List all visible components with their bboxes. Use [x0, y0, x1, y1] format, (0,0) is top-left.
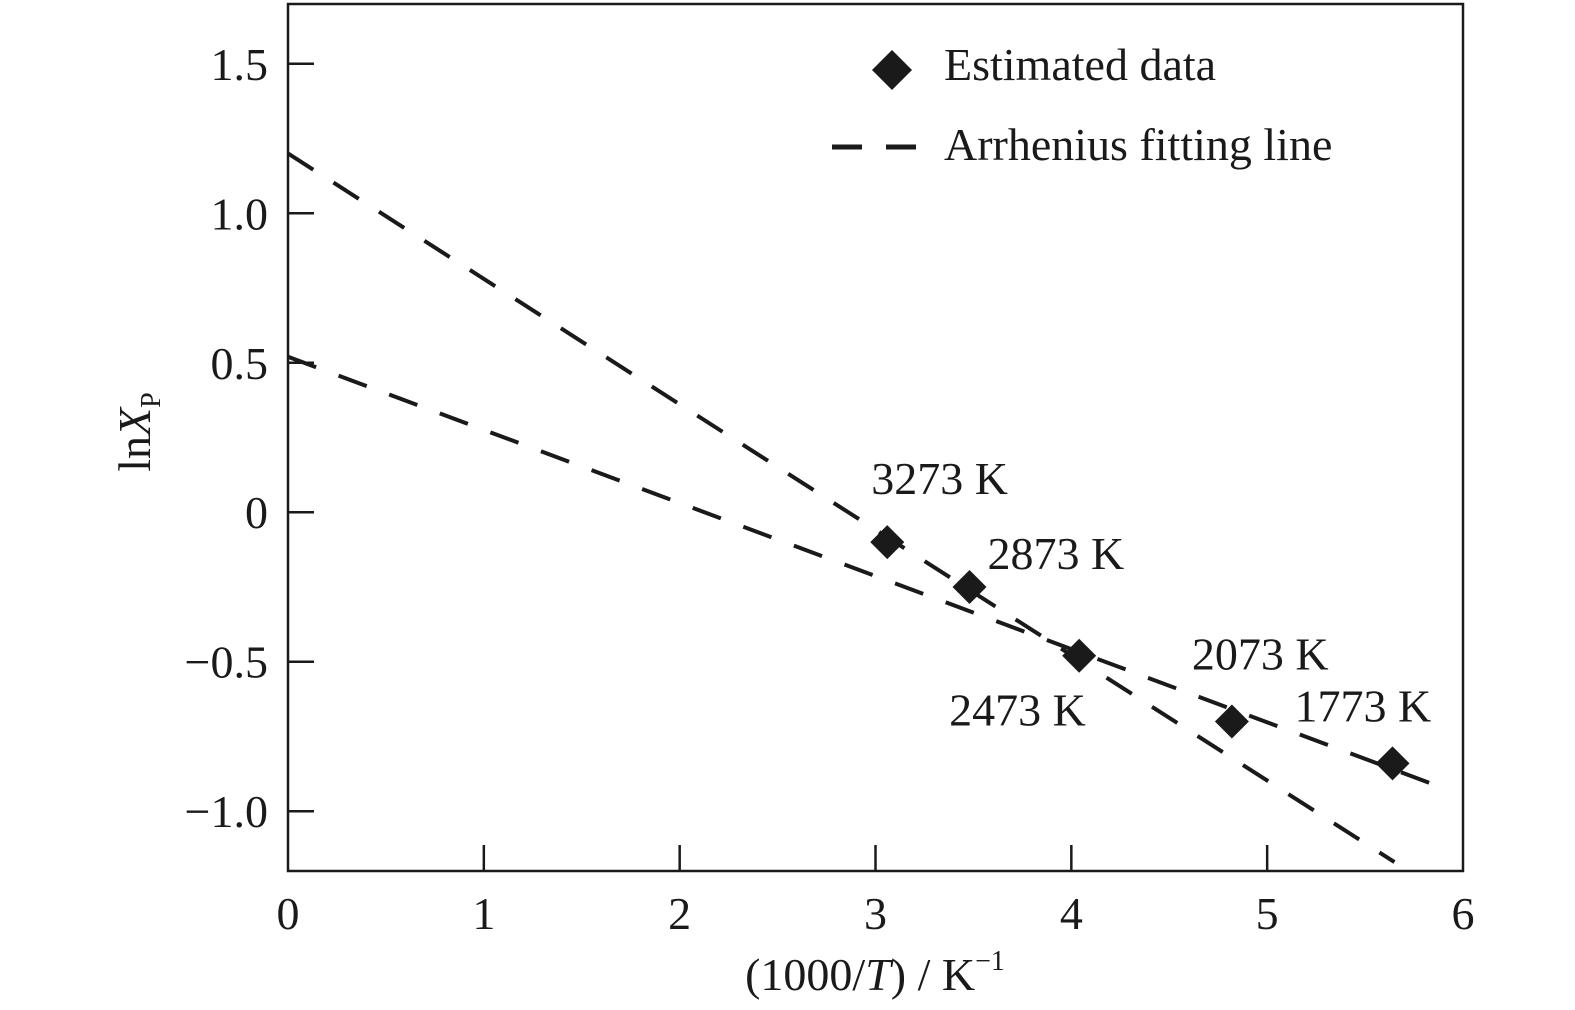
- y-tick-label: 0: [245, 487, 268, 538]
- data-point-diamond: [1214, 704, 1249, 739]
- x-tick-label: 2: [668, 888, 691, 939]
- y-tick-label: 0.5: [211, 338, 269, 389]
- data-point-diamond: [870, 525, 905, 560]
- x-tick-label: 5: [1256, 888, 1279, 939]
- y-tick-label: 1.5: [211, 39, 269, 90]
- arrhenius-fit-line: [287, 354, 1450, 793]
- legend: Estimated data Arrhenius fitting line: [832, 39, 1332, 170]
- data-point-label: 1773 K: [1295, 680, 1432, 731]
- data-point-label: 2873 K: [988, 528, 1125, 579]
- x-tick-label: 4: [1060, 888, 1083, 939]
- legend-label-estimated-data: Estimated data: [944, 39, 1216, 90]
- x-tick-label: 0: [277, 888, 300, 939]
- y-tick-label: −1.0: [185, 786, 268, 837]
- data-point-diamond: [952, 569, 987, 604]
- arrhenius-fit-line: [286, 151, 1396, 864]
- x-tick-label: 3: [864, 888, 887, 939]
- fit-lines: [286, 151, 1450, 864]
- y-tick-label: 1.0: [211, 188, 269, 239]
- x-tick-label: 6: [1452, 888, 1475, 939]
- x-axis-title: (1000/T) / K−1: [745, 946, 1005, 1000]
- legend-diamond-marker: [872, 50, 912, 90]
- y-axis-ticks: 1.5 1.0 0.5 0 −0.5 −1.0: [185, 39, 314, 837]
- x-tick-label: 1: [472, 888, 495, 939]
- data-point-diamond: [1375, 746, 1410, 781]
- data-point-label: 2073 K: [1192, 629, 1329, 680]
- legend-label-arrhenius-fitting-line: Arrhenius fitting line: [944, 119, 1332, 170]
- y-axis-title: lnXP: [109, 392, 167, 471]
- data-point-label: 2473 K: [949, 685, 1086, 736]
- data-point-label: 3273 K: [871, 453, 1008, 504]
- x-axis-ticks: 0 1 2 3 4 5 6: [277, 845, 1475, 939]
- y-tick-label: −0.5: [185, 637, 268, 688]
- data-point-diamond: [1062, 638, 1097, 673]
